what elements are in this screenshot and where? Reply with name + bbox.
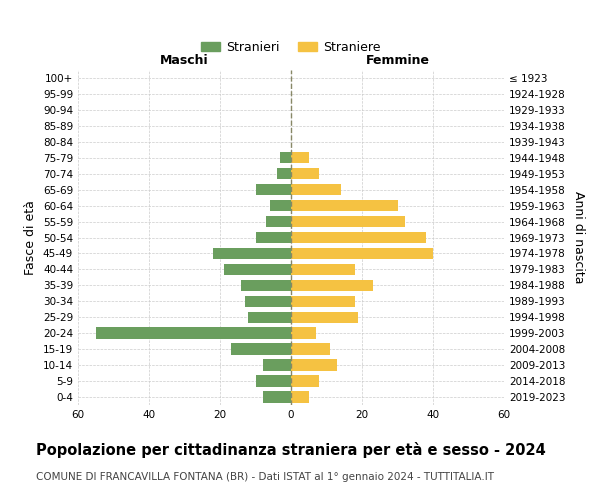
Bar bbox=[291, 376, 319, 387]
Bar bbox=[291, 232, 426, 243]
Bar bbox=[224, 264, 291, 275]
Text: COMUNE DI FRANCAVILLA FONTANA (BR) - Dati ISTAT al 1° gennaio 2024 - TUTTITALIA.: COMUNE DI FRANCAVILLA FONTANA (BR) - Dat… bbox=[36, 472, 494, 482]
Bar bbox=[248, 312, 291, 323]
Text: Popolazione per cittadinanza straniera per età e sesso - 2024: Popolazione per cittadinanza straniera p… bbox=[36, 442, 546, 458]
Bar bbox=[291, 296, 355, 307]
Bar bbox=[245, 296, 291, 307]
Bar bbox=[291, 200, 398, 211]
Bar bbox=[291, 360, 337, 371]
Bar bbox=[291, 264, 355, 275]
Bar bbox=[270, 200, 291, 211]
Bar bbox=[291, 392, 309, 403]
Bar bbox=[263, 360, 291, 371]
Bar bbox=[291, 312, 358, 323]
Bar bbox=[241, 280, 291, 291]
Y-axis label: Fasce di età: Fasce di età bbox=[25, 200, 37, 275]
Bar bbox=[291, 280, 373, 291]
Bar bbox=[291, 184, 341, 196]
Bar bbox=[291, 152, 309, 164]
Bar bbox=[263, 392, 291, 403]
Bar bbox=[277, 168, 291, 179]
Bar bbox=[291, 168, 319, 179]
Bar bbox=[291, 328, 316, 339]
Y-axis label: Anni di nascita: Anni di nascita bbox=[572, 191, 585, 284]
Bar bbox=[230, 344, 291, 355]
Bar bbox=[256, 376, 291, 387]
Bar bbox=[256, 232, 291, 243]
Text: Maschi: Maschi bbox=[160, 54, 209, 66]
Bar bbox=[256, 184, 291, 196]
Bar bbox=[96, 328, 291, 339]
Bar bbox=[280, 152, 291, 164]
Bar bbox=[291, 344, 330, 355]
Bar bbox=[291, 216, 404, 228]
Text: Femmine: Femmine bbox=[365, 54, 430, 66]
Legend: Stranieri, Straniere: Stranieri, Straniere bbox=[196, 36, 386, 59]
Bar bbox=[213, 248, 291, 259]
Bar bbox=[291, 248, 433, 259]
Bar bbox=[266, 216, 291, 228]
